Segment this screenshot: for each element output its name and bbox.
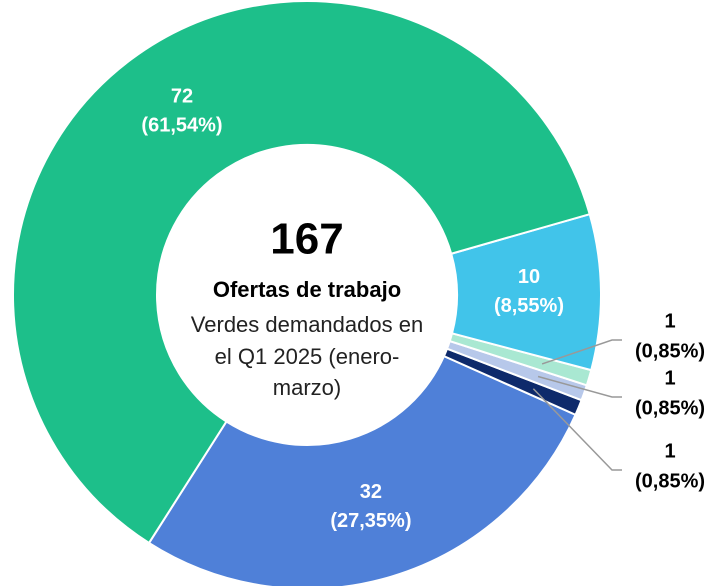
percent-label: (0,85%): [635, 470, 705, 492]
percent-label: (27,35%): [330, 510, 411, 532]
center-line: el Q1 2025 (enero-: [215, 344, 400, 369]
value-label: 1: [664, 440, 675, 462]
percent-label: (0,85%): [635, 340, 705, 362]
value-label: 1: [664, 310, 675, 332]
percent-label: (8,55%): [494, 295, 564, 317]
donut-slice: [12, 0, 591, 545]
donut-slice: [449, 212, 602, 372]
center-total: 167: [270, 215, 343, 264]
value-label: 1: [664, 367, 675, 389]
center-line: marzo): [273, 375, 341, 400]
center-title: Ofertas de trabajo: [213, 277, 401, 302]
labels: 72 (61,54%) 10 (8,55%) 1 (0,85%) 1 (0,85%) 1 (0,8…: [141, 85, 705, 532]
percent-label: (61,54%): [141, 114, 222, 136]
value-label: 10: [518, 266, 540, 288]
value-label: 72: [171, 85, 193, 107]
center-line: Verdes demandados en: [191, 312, 423, 337]
leader-line: [537, 375, 622, 398]
leader-line: [541, 339, 622, 365]
percent-label: (0,85%): [635, 397, 705, 419]
value-label: 32: [360, 481, 382, 503]
leader-line: [532, 388, 622, 471]
donut-slice: [147, 354, 577, 586]
